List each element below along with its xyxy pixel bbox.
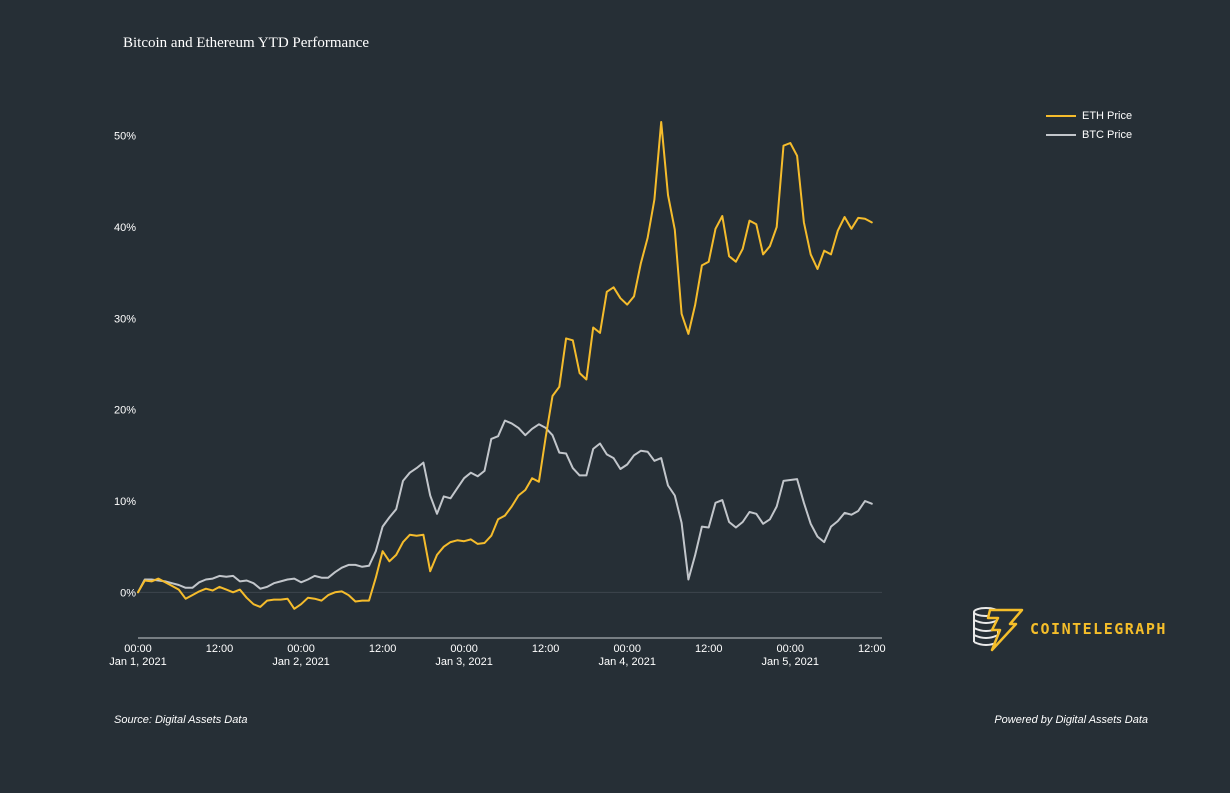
- y-tick-label: 10%: [114, 496, 136, 508]
- y-tick-label: 50%: [114, 131, 136, 143]
- x-tick-label: 12:00: [858, 643, 886, 655]
- legend-item-btc[interactable]: BTC Price: [1046, 125, 1132, 144]
- x-tick-label: 12:00: [532, 643, 560, 655]
- series-line-btc: [137, 419, 873, 594]
- x-tick-label: 00:00: [124, 643, 152, 655]
- x-tick-label: 00:00: [287, 643, 315, 655]
- legend-item-eth[interactable]: ETH Price: [1046, 106, 1132, 125]
- y-tick-label: 30%: [114, 313, 136, 325]
- chart-title: Bitcoin and Ethereum YTD Performance: [123, 35, 370, 51]
- legend-label-btc: BTC Price: [1082, 128, 1133, 141]
- x-tick-label: 00:00: [777, 643, 805, 655]
- series-line-eth: [137, 121, 873, 610]
- x-tick-label: 12:00: [695, 643, 723, 655]
- x-tick-label: 12:00: [369, 643, 397, 655]
- x-tick-date-label: Jan 3, 2021: [435, 656, 493, 668]
- cointelegraph-logo: COINTELEGRAPH: [970, 604, 1167, 654]
- legend-swatch-btc: [1046, 133, 1076, 136]
- x-tick-label: 12:00: [206, 643, 234, 655]
- x-tick-label: 00:00: [613, 643, 641, 655]
- legend: ETH Price BTC Price: [1046, 106, 1132, 144]
- x-tick-label: 00:00: [450, 643, 478, 655]
- legend-label-eth: ETH Price: [1082, 109, 1133, 122]
- coin-stack-lightning-icon: [973, 607, 1024, 652]
- source-note: Source: Digital Assets Data: [114, 714, 248, 726]
- logo-text: COINTELEGRAPH: [1030, 620, 1167, 638]
- x-tick-date-label: Jan 2, 2021: [272, 656, 330, 668]
- y-tick-label: 20%: [114, 405, 136, 417]
- x-tick-date-label: Jan 1, 2021: [109, 656, 167, 668]
- legend-swatch-eth: [1046, 114, 1076, 117]
- powered-by-note: Powered by Digital Assets Data: [994, 714, 1148, 726]
- x-tick-date-label: Jan 5, 2021: [762, 656, 820, 668]
- x-tick-date-label: Jan 4, 2021: [598, 656, 656, 668]
- y-tick-label: 0%: [120, 587, 136, 599]
- y-axis-ticks: 0% 10% 20% 30% 40% 50%: [114, 131, 136, 600]
- series-lines: [137, 121, 873, 610]
- y-tick-label: 40%: [114, 222, 136, 234]
